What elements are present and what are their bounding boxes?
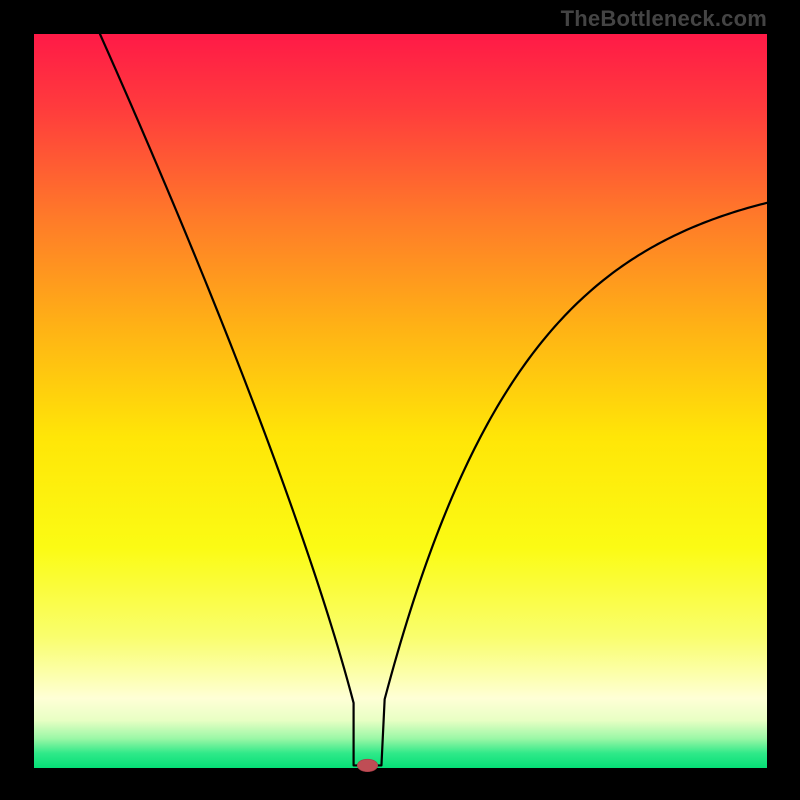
chart-svg <box>0 0 800 800</box>
watermark-text: TheBottleneck.com <box>561 6 767 32</box>
plot-background <box>34 34 767 768</box>
minimum-marker <box>357 759 378 771</box>
chart-frame: TheBottleneck.com <box>0 0 800 800</box>
